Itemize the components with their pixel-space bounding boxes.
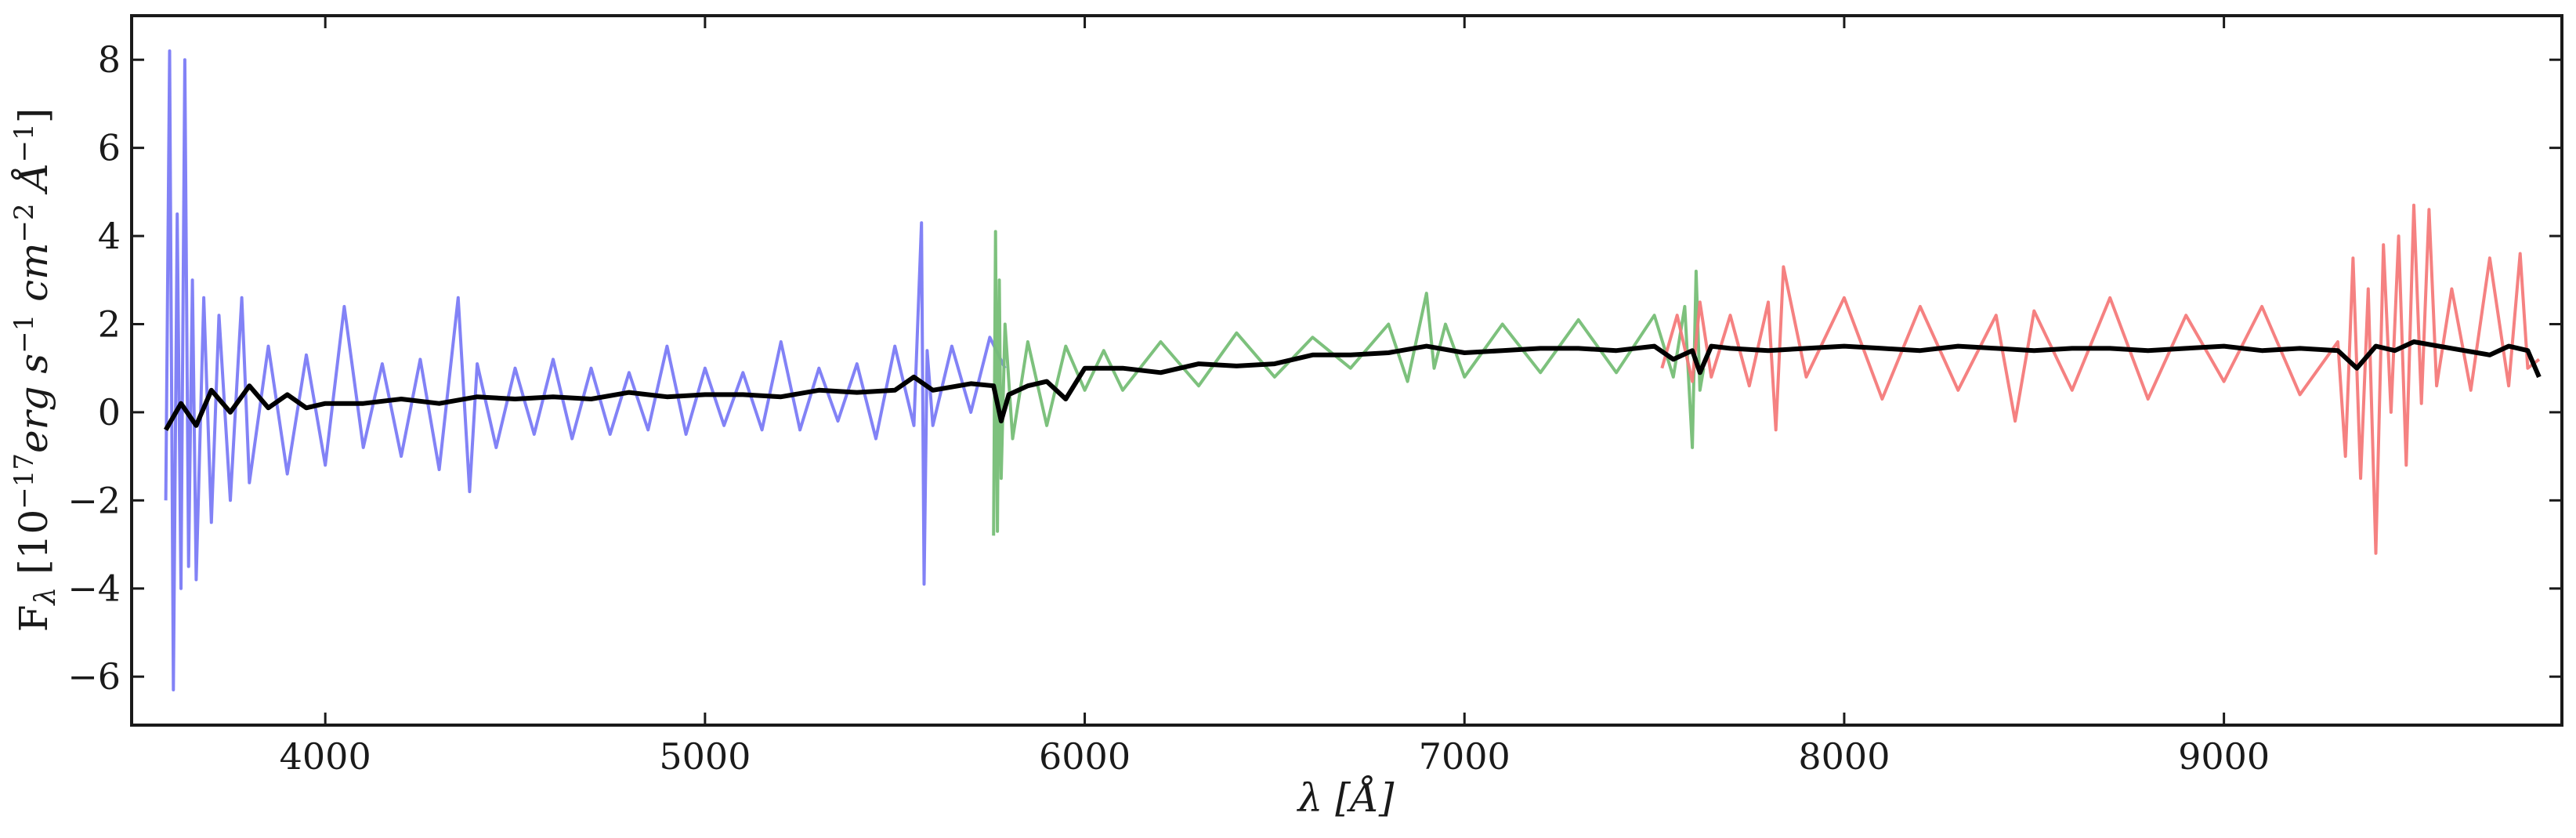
y-tick-label: 0 [98,391,121,434]
y-tick-label: 4 [98,215,121,257]
y-axis-label: Fλ [10−17erg s−1 cm−2 Å−1] [9,108,62,633]
y-tick-label: −4 [67,568,121,610]
series-layer [164,49,2542,691]
tick-layer [132,16,2562,725]
x-tick-label: 9000 [2178,735,2270,778]
x-tick-label: 4000 [280,735,371,778]
y-tick-labels: −6 −4 −2 0 2 4 6 8 [67,38,121,698]
series-red-arm [1660,203,2541,555]
series-smoothed [164,339,2542,431]
series-green-arm [992,230,1706,536]
y-tick-label: −2 [67,479,121,521]
y-tick-label: 2 [98,303,121,345]
y-tick-label: 6 [98,127,121,169]
x-tick-label: 5000 [659,735,751,778]
x-tick-labels: 4000 5000 6000 7000 8000 9000 [280,735,2270,778]
y-tick-label: −6 [67,655,121,698]
x-tick-label: 6000 [1039,735,1131,778]
x-tick-label: 8000 [1798,735,1890,778]
x-axis-label: λ [Å] [1297,775,1395,821]
x-tick-label: 7000 [1419,735,1511,778]
series-blue-arm [164,49,1007,691]
plot-frame [130,14,2563,727]
y-tick-label: 8 [98,38,121,81]
